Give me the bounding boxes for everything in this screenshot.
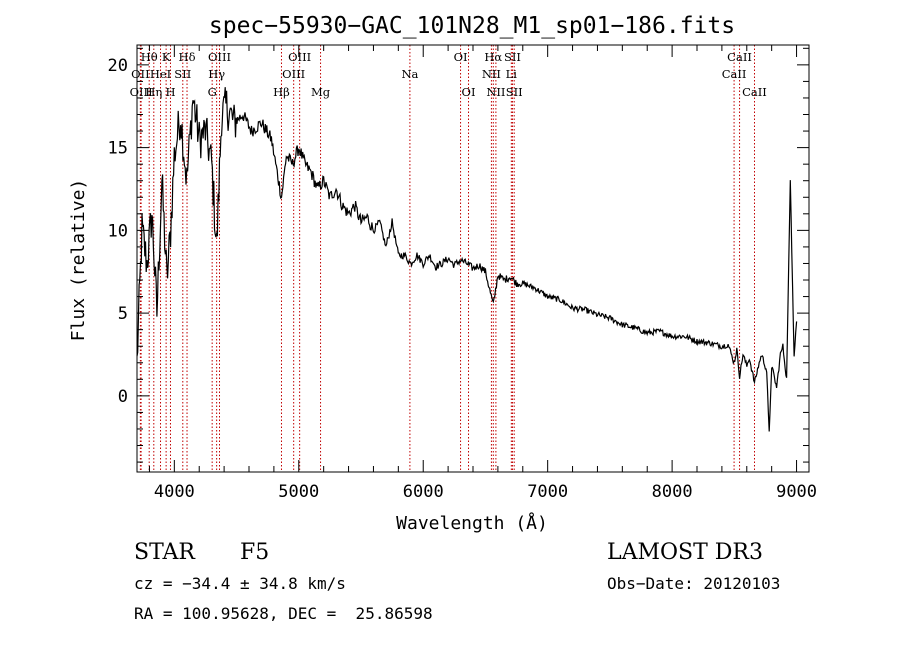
spectral-line-label: HeI <box>150 67 171 81</box>
spectral-line-label: CaII <box>727 50 752 64</box>
spectral-line-label: OIII <box>282 67 305 81</box>
y-tick-label: 15 <box>108 139 128 159</box>
spectral-line-label: OIII <box>208 50 231 64</box>
spectral-line-label: OII <box>131 67 150 81</box>
x-tick-label: 9000 <box>776 482 817 502</box>
spectrum-line <box>136 87 798 432</box>
spectral-line-label: K <box>162 50 171 64</box>
y-tick-label: 10 <box>108 221 128 241</box>
spectral-line-label: Mg <box>311 85 331 99</box>
spectral-line-label: G <box>208 85 217 99</box>
spectral-line-label: Li <box>506 67 518 81</box>
redshift-velocity: cz = −34.4 ± 34.8 km/s <box>134 574 346 593</box>
spectral-line-label: Na <box>401 67 418 81</box>
spectral-line-label: Hδ <box>179 50 196 64</box>
x-tick-label: 6000 <box>403 482 444 502</box>
spectral-line-label: CaII <box>742 85 767 99</box>
spectral-line-label: NII <box>482 67 501 81</box>
spectral-line-label: Hη <box>145 85 162 99</box>
survey-name: LAMOST DR3 <box>607 540 763 565</box>
x-axis-label: Wavelength (Å) <box>396 512 548 534</box>
axis-ticks: 4000 5000 6000 7000 8000 9000 0 5 10 15 20 <box>108 45 817 502</box>
y-axis-label: Flux (relative) <box>68 179 89 342</box>
chart-title: spec−55930−GAC_101N28_M1_sp01−186.fits <box>209 13 735 39</box>
x-tick-label: 8000 <box>652 482 693 502</box>
x-tick-label: 7000 <box>527 482 568 502</box>
spectral-line-label: OI <box>462 85 476 99</box>
spectral-line-label: NII <box>486 85 505 99</box>
spectral-line-label: H <box>165 85 175 99</box>
y-tick-label: 0 <box>118 387 128 407</box>
spectral-line-label: SII <box>174 67 191 81</box>
object-class: STAR <box>134 540 195 565</box>
spectral-line-label: SII <box>506 85 523 99</box>
spectral-line-label: Hγ <box>208 67 225 81</box>
spectral-line-label: OIII <box>130 85 153 99</box>
object-subclass: F5 <box>240 540 270 565</box>
y-tick-label: 20 <box>108 56 128 76</box>
spectral-line-label: Hα <box>484 50 502 64</box>
coordinates: RA = 100.95628, DEC = 25.86598 <box>134 604 433 623</box>
spectral-line-label: SII <box>504 50 521 64</box>
observation-date: Obs−Date: 20120103 <box>607 574 781 593</box>
plot-frame <box>136 44 810 473</box>
spectral-line-label: Hθ <box>141 50 158 64</box>
spectral-line-label: OIII <box>288 50 311 64</box>
spectral-line-markers <box>139 45 755 472</box>
x-tick-label: 5000 <box>278 482 319 502</box>
spectral-line-label: Hβ <box>273 85 290 99</box>
x-tick-label: 4000 <box>154 482 195 502</box>
spectral-line-label: OI <box>454 50 468 64</box>
y-tick-label: 5 <box>118 304 128 324</box>
spectral-line-label: CaII <box>722 67 747 81</box>
